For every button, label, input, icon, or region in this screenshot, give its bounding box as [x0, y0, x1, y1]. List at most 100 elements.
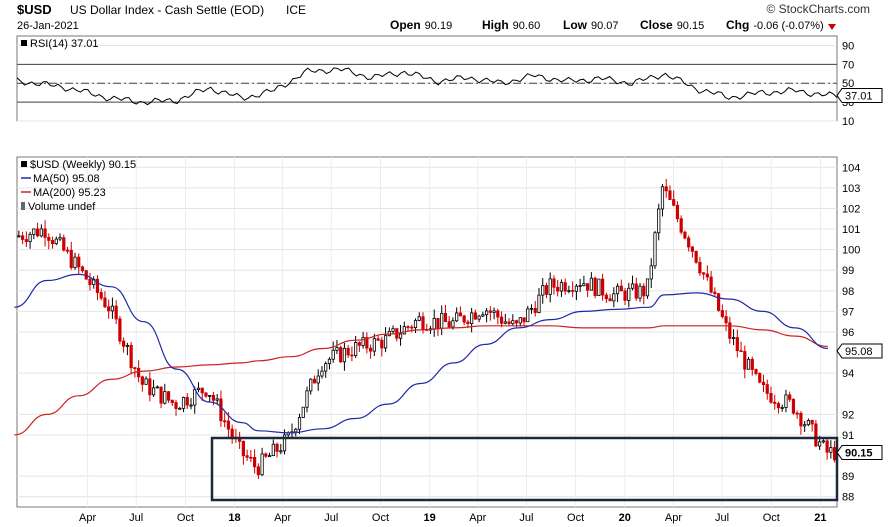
- candle-body: [402, 326, 406, 335]
- x-tick-label: Apr: [665, 512, 682, 524]
- candle-body: [365, 337, 369, 349]
- candle-body: [380, 339, 384, 349]
- rsi-tick-label: 50: [842, 78, 854, 90]
- candle-body: [80, 266, 85, 272]
- candle-body: [679, 218, 683, 233]
- candle-body: [537, 294, 541, 313]
- ohlc-item: Chg -0.06 (-0.07%): [726, 18, 824, 32]
- candle-body: [668, 190, 672, 200]
- price-tick-label: 104: [842, 162, 860, 174]
- ohlc-value: -0.06 (-0.07%): [753, 20, 823, 32]
- rsi-tick-label: 70: [842, 59, 854, 71]
- ohlc-label: Open: [390, 18, 421, 32]
- candle-body: [249, 456, 253, 459]
- ohlc-value: 90.07: [591, 20, 619, 32]
- candle-body: [110, 305, 115, 312]
- candle-body: [795, 412, 799, 415]
- x-tick-label: Oct: [372, 512, 389, 524]
- candle-body: [612, 293, 616, 302]
- candle-body: [339, 347, 343, 363]
- candle-body: [241, 440, 245, 457]
- candle-body: [282, 434, 287, 452]
- candle-body: [406, 326, 410, 329]
- candle-body: [107, 306, 111, 312]
- ohlc-value: 90.19: [425, 20, 453, 32]
- rsi-legend: RSI(14) 37.01: [21, 38, 98, 50]
- candle-body: [144, 378, 148, 385]
- candle-body: [256, 466, 260, 476]
- candle-body: [35, 228, 40, 237]
- candle-body: [181, 397, 186, 409]
- candle-body: [354, 342, 358, 356]
- candle-body: [529, 307, 534, 310]
- candle-body: [522, 317, 526, 323]
- ticker-symbol: $USD: [17, 2, 52, 17]
- price-tick-label: 96: [842, 327, 854, 339]
- ohlc-item: Low 90.07: [563, 18, 619, 32]
- candle-body: [391, 328, 395, 332]
- candle-body: [69, 249, 73, 269]
- candle-body: [814, 423, 818, 447]
- candle-body: [821, 440, 825, 443]
- support-box: [210, 436, 839, 502]
- price-label: $USD (Weekly) 90.15: [30, 159, 136, 171]
- price-tick-label: 91: [842, 430, 854, 442]
- candle-body: [309, 378, 313, 392]
- candle-body: [305, 390, 309, 408]
- candle-body: [496, 310, 500, 318]
- candle-body: [765, 384, 769, 394]
- candle-body: [458, 312, 463, 317]
- candle-body: [724, 316, 728, 324]
- candle-body: [133, 367, 137, 370]
- x-tick-label: Apr: [274, 512, 291, 524]
- candle-body: [514, 320, 519, 324]
- candle-body: [544, 285, 549, 295]
- x-tick-label: Apr: [79, 512, 96, 524]
- candle-body: [267, 455, 272, 458]
- candle-body: [32, 228, 36, 235]
- candle-body: [552, 278, 556, 288]
- candle-body: [507, 321, 511, 324]
- candle-body: [211, 395, 216, 401]
- ohlc-value: 90.15: [677, 20, 705, 32]
- candle-body: [279, 450, 283, 453]
- candle-body: [297, 417, 302, 430]
- candle-body: [473, 312, 477, 320]
- candle-body: [372, 338, 376, 352]
- candle-body: [803, 424, 807, 427]
- price-tick-label: 101: [842, 224, 860, 236]
- ohlc-label: Chg: [726, 18, 749, 32]
- candle-body: [829, 447, 833, 453]
- candle-body: [174, 402, 178, 409]
- candle-body: [350, 354, 354, 357]
- rsi-tick-label: 10: [842, 116, 854, 128]
- candle-body: [185, 397, 189, 406]
- price-tick-label: 97: [842, 306, 854, 318]
- ma50-legend: MA(50) 95.08: [33, 173, 100, 185]
- candle-body: [619, 285, 623, 292]
- candle-body: [518, 317, 522, 324]
- x-tick-label: Apr: [469, 512, 486, 524]
- candle-body: [43, 228, 47, 238]
- x-tick-label: 21: [814, 512, 826, 524]
- candle-body: [122, 340, 126, 347]
- candle-body: [301, 406, 305, 418]
- candle-body: [455, 312, 459, 322]
- rsi-line: [16, 67, 838, 106]
- candle-body: [21, 235, 25, 240]
- price-tick-label: 103: [842, 183, 860, 195]
- candle-body: [638, 285, 642, 299]
- candle-body: [103, 297, 107, 308]
- candle-body: [589, 277, 593, 291]
- volume-swatch-icon: [21, 202, 25, 210]
- candle-body: [65, 249, 70, 252]
- price-legend: $USD (Weekly) 90.15 MA(50) 95.08 MA(200)…: [21, 159, 136, 213]
- candle-body: [672, 199, 676, 206]
- ohlc-label: Low: [563, 18, 588, 32]
- candle-body: [799, 412, 803, 427]
- candle-body: [615, 285, 620, 295]
- price-tick-label: 99: [842, 265, 854, 277]
- candle-body: [271, 443, 275, 457]
- candle-body: [773, 401, 777, 404]
- candle-body: [481, 314, 485, 317]
